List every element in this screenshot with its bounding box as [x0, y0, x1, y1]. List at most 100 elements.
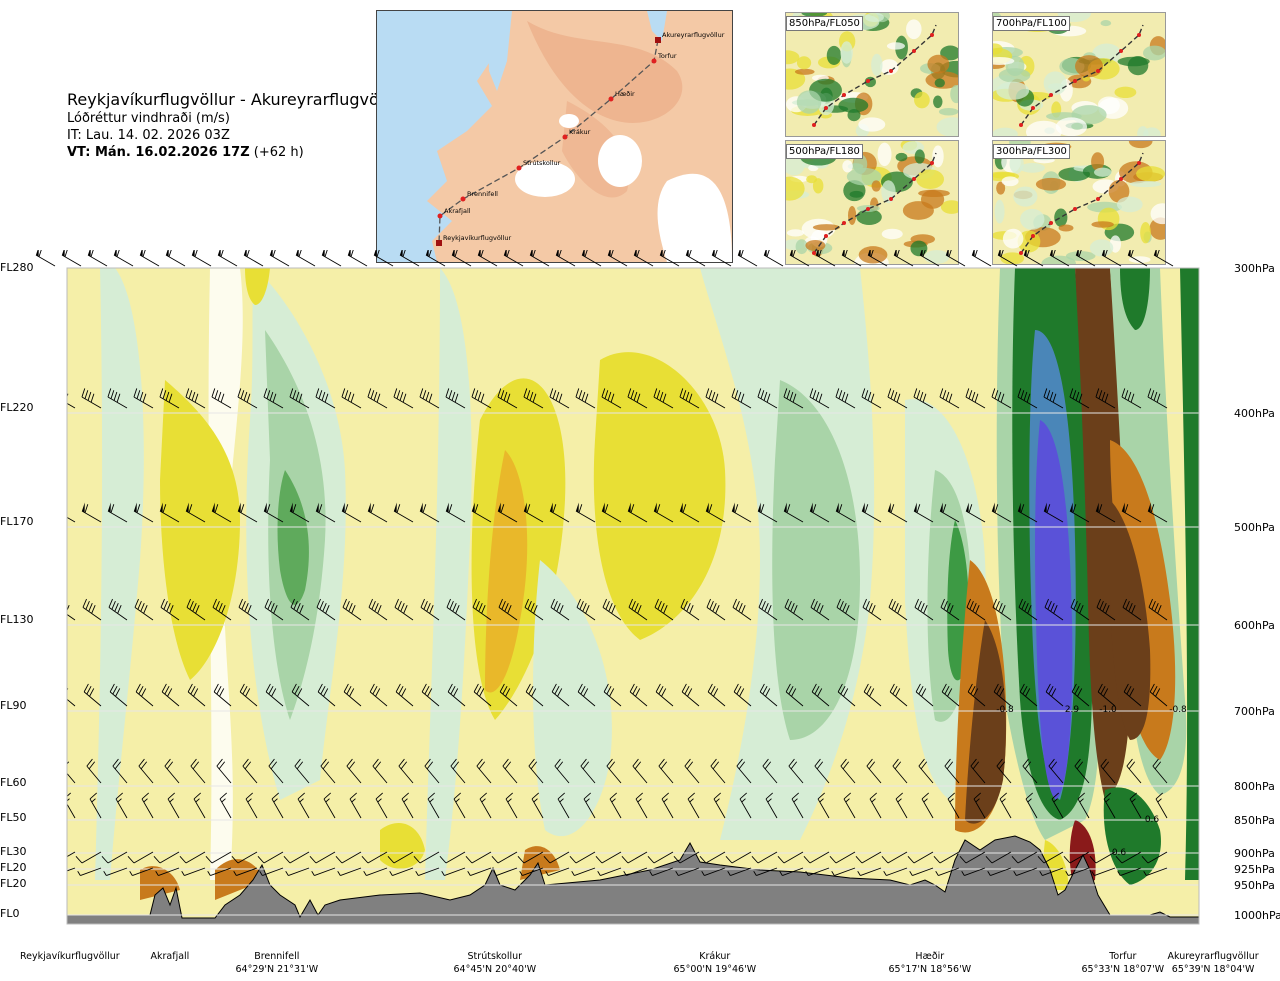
wind-barb: [112, 758, 128, 784]
wind-barb: [970, 758, 986, 784]
thumbnail-700hpa-image: [993, 13, 1165, 136]
wind-barb: [577, 683, 596, 707]
wind-barb: [165, 250, 186, 267]
wind-barb: [581, 250, 602, 267]
wind-barb: [395, 683, 414, 707]
wind-barb: [965, 388, 986, 409]
wind-barb: [629, 683, 648, 707]
wind-barb: [661, 792, 674, 819]
thumbnail-300hpa[interactable]: 300hPa/FL300: [992, 140, 1166, 265]
wind-barb: [477, 250, 498, 267]
wind-barb: [289, 502, 310, 523]
pressure-label: 925hPa: [1234, 863, 1275, 876]
wind-barb: [493, 867, 518, 876]
wind-barb: [993, 683, 1012, 707]
wind-barb: [1095, 388, 1116, 409]
wind-barb: [103, 867, 128, 876]
wind-barb: [837, 683, 856, 707]
location-name: Brennifell: [254, 951, 300, 962]
updraft-region: [277, 470, 309, 605]
wind-barb: [1017, 502, 1038, 523]
pressure-label: 600hPa: [1234, 619, 1275, 632]
wind-barb: [394, 598, 414, 621]
downdraft-region: [593, 352, 726, 640]
wind-barb: [840, 758, 856, 784]
wind-barb: [323, 792, 336, 819]
location-label: Akureyrarflugvöllur 65°39'N 18°04'W: [1168, 950, 1259, 976]
wind-barb: [239, 683, 258, 707]
wind-barb: [238, 598, 258, 621]
wind-barb: [243, 250, 264, 267]
wind-barb: [181, 867, 206, 876]
contour-label: -1.0: [1099, 705, 1117, 715]
wind-barb: [829, 851, 856, 864]
wind-barb: [129, 867, 154, 876]
thumbnail-500hpa-image: [786, 141, 958, 264]
wind-barb: [525, 683, 544, 707]
wind-barb: [887, 388, 908, 409]
wind-barb: [503, 250, 524, 267]
wind-barb: [725, 851, 752, 864]
wind-barb: [186, 598, 206, 621]
wind-barb: [863, 683, 882, 707]
wind-barbs: [67, 388, 1168, 876]
wind-barb: [1121, 502, 1142, 523]
wind-barb: [107, 502, 128, 523]
wind-barb: [187, 683, 206, 707]
route-map: Akureyrarflugvöllur Torfur Hæðir Krákur Strú…: [376, 10, 733, 263]
wind-barb: [1089, 851, 1116, 864]
wind-barb: [1097, 683, 1116, 707]
wind-barb: [191, 250, 212, 267]
strong-downdraft-region: [965, 620, 1006, 824]
wind-barb: [82, 598, 102, 621]
wind-barb: [628, 598, 648, 621]
wind-barb: [77, 867, 102, 876]
wind-barb: [61, 250, 82, 267]
downdraft-region: [245, 268, 270, 305]
wind-barb: [109, 683, 128, 707]
wind-barb: [1023, 250, 1044, 267]
contour-label: -0.8: [1169, 705, 1187, 715]
wind-barb: [491, 851, 518, 864]
wind-barb: [337, 867, 362, 876]
wind-barb: [673, 851, 700, 864]
wind-barb: [699, 851, 726, 864]
wind-barb: [1095, 502, 1116, 523]
wind-barb: [1011, 851, 1038, 864]
wind-barb: [237, 502, 258, 523]
thumbnail-500hpa[interactable]: 500hPa/FL180: [785, 140, 959, 265]
wind-barb: [519, 867, 544, 876]
wind-barb: [753, 867, 778, 876]
fl-label: FL90: [0, 699, 27, 712]
wind-barb: [814, 758, 830, 784]
wind-barb: [211, 388, 232, 409]
thumbnail-700hpa[interactable]: 700hPa/FL100: [992, 12, 1166, 137]
wind-barb: [471, 502, 492, 523]
wind-barb: [1075, 250, 1096, 267]
wind-barb: [190, 758, 206, 784]
wind-barb: [108, 598, 128, 621]
wind-barb: [571, 867, 596, 876]
issue-time: IT: Lau. 14. 02. 2026 03Z: [67, 128, 230, 143]
wind-barb: [115, 792, 128, 819]
wind-barb: [1043, 388, 1064, 409]
wind-barb: [393, 388, 414, 409]
location-label: Krákur 65°00'N 19°46'W: [674, 950, 757, 976]
wind-barb: [869, 792, 882, 819]
wind-barb: [419, 502, 440, 523]
wind-barb: [75, 851, 102, 864]
wind-barb: [627, 388, 648, 409]
wind-barb: [681, 683, 700, 707]
wind-barb: [881, 851, 908, 864]
wind-barb: [1117, 867, 1142, 876]
wind-barb: [531, 792, 544, 819]
wind-barb: [285, 867, 310, 876]
wind-barb: [155, 867, 180, 876]
wind-barb: [216, 758, 232, 784]
thumbnail-850hpa[interactable]: 850hPa/FL050: [785, 12, 959, 137]
wind-barb: [739, 792, 752, 819]
wind-barb: [680, 598, 700, 621]
strong-updraft-region: [1120, 268, 1150, 330]
fl-label: FL50: [0, 811, 27, 824]
wind-barb: [138, 758, 154, 784]
